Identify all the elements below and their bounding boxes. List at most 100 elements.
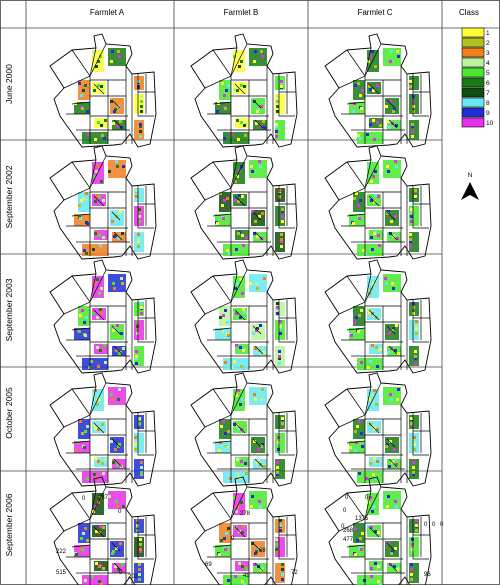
paddock-boundary (368, 195, 398, 241)
class-speckle (410, 220, 413, 223)
class-speckle (245, 567, 248, 570)
class-speckle (117, 50, 120, 53)
class-speckle (111, 398, 114, 401)
map-label: 202 (128, 574, 139, 580)
class-speckle (218, 449, 221, 452)
class-speckle (395, 505, 398, 508)
column-header-farmlet-c: Farmlet C (357, 8, 392, 17)
class-speckle (241, 398, 244, 401)
class-speckle (281, 417, 284, 420)
paddock-boundary (364, 43, 382, 77)
class-speckle (278, 189, 281, 192)
class-speckle (100, 124, 103, 127)
class-speckle (94, 505, 97, 508)
class-speckle (111, 50, 114, 53)
class-speckle (256, 235, 259, 238)
legend-swatch (461, 117, 485, 128)
class-speckle (102, 567, 105, 570)
class-speckle (98, 234, 101, 237)
class-speckle (354, 449, 357, 452)
paddock-boundary (364, 273, 372, 303)
class-speckle (241, 234, 244, 237)
class-speckle (117, 445, 120, 448)
class-patch (134, 188, 144, 202)
class-speckle (367, 165, 370, 168)
class-speckle (227, 334, 230, 337)
class-speckle (240, 501, 243, 504)
class-patch (357, 575, 383, 585)
class-speckle (388, 126, 391, 129)
class-legend: 1 2 3 4 5 6 7 8 9 10 (461, 27, 494, 128)
class-speckle (393, 565, 396, 568)
class-speckle (220, 539, 223, 542)
class-speckle (391, 550, 394, 553)
class-speckle (96, 346, 99, 349)
class-speckle (355, 316, 358, 319)
class-speckle (95, 170, 98, 173)
class-speckle (281, 208, 284, 211)
class-speckle (116, 165, 119, 168)
class-speckle (90, 360, 93, 363)
class-speckle (102, 199, 105, 202)
farm-map (324, 145, 432, 260)
class-speckle (136, 519, 139, 522)
class-speckle (95, 562, 98, 565)
class-speckle (396, 50, 399, 53)
class-speckle (369, 496, 372, 499)
class-speckle (139, 125, 142, 128)
class-patch (275, 94, 285, 114)
farm-map (190, 33, 298, 148)
class-speckle (100, 180, 103, 183)
map-label: 278 (240, 511, 251, 517)
class-speckle (387, 170, 390, 173)
class-speckle (118, 352, 121, 355)
class-speckle (86, 110, 89, 113)
legend-label: 5 (486, 70, 490, 77)
class-speckle (412, 306, 415, 309)
class-speckle (98, 565, 101, 568)
paddock-boundary (89, 269, 107, 303)
class-speckle (375, 346, 378, 349)
class-speckle (411, 125, 414, 128)
class-speckle (233, 360, 236, 363)
class-speckle (103, 137, 106, 140)
class-speckle (410, 422, 413, 425)
class-speckle (222, 217, 225, 220)
class-speckle (281, 568, 284, 571)
class-speckle (390, 552, 393, 555)
paddock-boundary (137, 413, 154, 456)
class-speckle (112, 122, 115, 125)
class-speckle (119, 210, 122, 213)
class-speckle (386, 505, 389, 508)
class-speckle (237, 505, 240, 508)
class-speckle (239, 316, 242, 319)
paddock-boundary (368, 309, 398, 355)
class-speckle (409, 238, 412, 241)
farm-boundary (324, 33, 432, 148)
class-patch (275, 120, 285, 140)
legend-swatch (461, 47, 485, 58)
farm-boundary (49, 145, 157, 260)
class-speckle (97, 84, 100, 87)
class-speckle (279, 332, 282, 335)
paddock-boundary (71, 440, 91, 444)
class-speckle (281, 210, 284, 213)
class-speckle (256, 110, 259, 113)
class-speckle (372, 119, 375, 122)
class-speckle (366, 133, 369, 136)
farm-map (190, 145, 298, 260)
class-speckle (377, 234, 380, 237)
class-speckle (91, 575, 94, 578)
class-speckle (387, 210, 390, 213)
paddock-boundary (212, 49, 232, 77)
class-patch (409, 563, 419, 583)
paddock-boundary (212, 440, 232, 444)
class-speckle (414, 357, 417, 360)
class-speckle (233, 55, 236, 58)
map-label: 477 (343, 537, 354, 543)
class-speckle (139, 123, 142, 126)
legend-swatch (461, 37, 485, 48)
class-speckle (98, 195, 101, 198)
class-speckle (224, 309, 227, 312)
